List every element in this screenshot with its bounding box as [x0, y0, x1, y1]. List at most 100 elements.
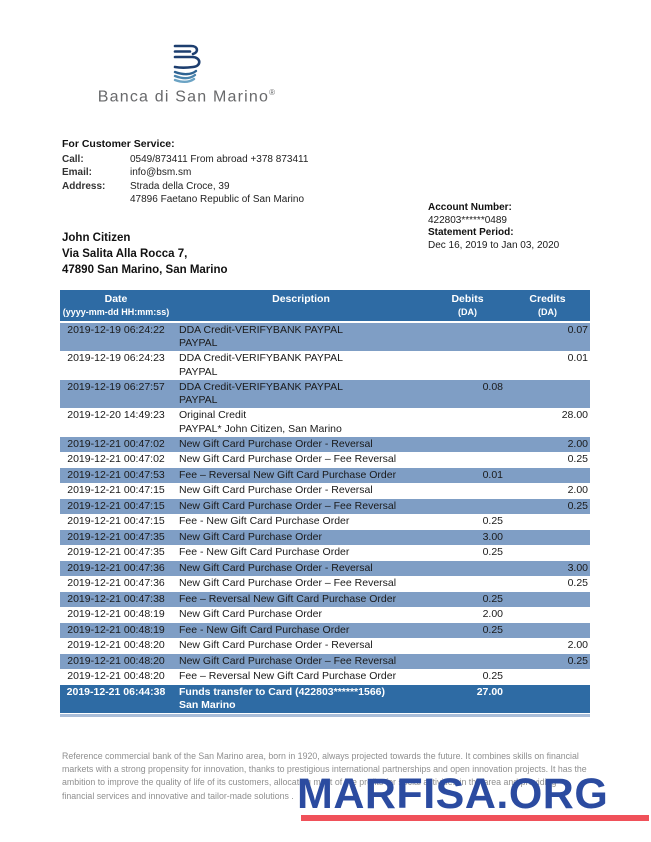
transactions-table: Date (yyyy-mm-dd HH:mm:ss) Description D… [60, 290, 590, 717]
transaction-date: 2019-12-21 00:47:36 [67, 577, 165, 589]
transaction-description: New Gift Card Purchase Order – Fee Rever… [179, 499, 397, 512]
address-line-2: 47896 Faetano Republic of San Marino [130, 194, 305, 205]
transaction-debit: 0.01 [482, 468, 503, 481]
transaction-date: 2019-12-21 00:47:15 [67, 515, 165, 527]
address-label: Address: [62, 180, 106, 192]
transaction-credit: 28.00 [561, 409, 588, 421]
customer-address-line-2: 47890 San Marino, San Marino [62, 264, 228, 276]
header-description: Description [272, 293, 330, 305]
transaction-date: 2019-12-21 00:48:20 [67, 670, 165, 682]
transaction-credit: 0.25 [567, 577, 588, 589]
transaction-debit: 0.25 [482, 515, 503, 527]
transaction-description: Funds transfer to Card (422803******1566… [179, 685, 386, 712]
header-debits: Debits (DA) [451, 293, 484, 317]
transaction-description: New Gift Card Purchase Order – Fee Rever… [179, 453, 397, 465]
call-value: 0549/873411 From abroad +378 873411 [130, 153, 309, 165]
transaction-description: New Gift Card Purchase Order - Reversal [179, 561, 373, 574]
transaction-row: 2019-12-21 00:47:15 New Gift Card Purchas… [60, 499, 590, 515]
transaction-debit: 3.00 [482, 530, 503, 543]
statement-period-value: Dec 16, 2019 to Jan 03, 2020 [428, 239, 560, 251]
account-info-block: Account Number: 422803******0489 Stateme… [428, 202, 559, 252]
transaction-date: 2019-12-20 14:49:23 [67, 409, 165, 421]
transaction-credit: 0.01 [567, 352, 588, 364]
transaction-credit: 0.25 [567, 499, 588, 512]
transaction-row: 2019-12-21 00:47:36 New Gift Card Purchas… [60, 561, 590, 577]
transaction-row: 2019-12-21 00:48:20 New Gift Card Purchas… [60, 638, 590, 654]
bank-logo: Banca di San Marino® [72, 42, 302, 106]
account-number-label: Account Number: [428, 202, 512, 213]
transaction-description: New Gift Card Purchase Order - Reversal [179, 484, 373, 496]
bank-name: Banca di San Marino® [97, 88, 277, 106]
transaction-date: 2019-12-21 00:47:15 [67, 484, 165, 496]
transaction-description: Fee – Reversal New Gift Card Purchase Or… [179, 670, 397, 682]
customer-service-email: Email: info@bsm.sm [62, 166, 308, 180]
transaction-description: DDA Credit-VERIFYBANK PAYPAL PAYPAL [179, 352, 343, 378]
customer-service-call: Call: 0549/873411 From abroad +378 87341… [62, 153, 308, 167]
transaction-row: 2019-12-21 00:47:38 Fee – Reversal New Gi… [60, 592, 590, 608]
transaction-row: 2019-12-21 00:48:19 New Gift Card Purchas… [60, 607, 590, 623]
transaction-description: Fee - New Gift Card Purchase Order [179, 623, 350, 636]
transaction-description: Fee – Reversal New Gift Card Purchase Or… [179, 592, 397, 605]
transaction-description: Fee - New Gift Card Purchase Order [179, 515, 350, 527]
bank-logo-icon [173, 44, 201, 83]
transaction-date: 2019-12-21 00:48:20 [67, 654, 165, 667]
transaction-debit: 0.25 [482, 592, 503, 605]
transaction-date: 2019-12-21 00:47:53 [67, 468, 165, 481]
transaction-date: 2019-12-19 06:24:23 [67, 352, 165, 364]
transaction-date: 2019-12-21 00:47:15 [67, 499, 165, 512]
email-label: Email: [62, 167, 93, 178]
transaction-row: 2019-12-19 06:24:23 DDA Credit-VERIFYBANK… [60, 351, 590, 380]
table-header-row: Date (yyyy-mm-dd HH:mm:ss) Description D… [60, 290, 590, 323]
transaction-row: 2019-12-19 06:27:57 DDA Credit-VERIFYBANK… [60, 380, 590, 409]
header-date: Date (yyyy-mm-dd HH:mm:ss) [62, 293, 170, 317]
transaction-debit: 0.25 [482, 623, 503, 636]
table-bottom-strip [60, 713, 590, 717]
transaction-row: 2019-12-21 00:47:15 New Gift Card Purchas… [60, 483, 590, 499]
transaction-row: 2019-12-21 00:47:53 Fee – Reversal New Gi… [60, 468, 590, 484]
transaction-row: 2019-12-21 00:47:02 New Gift Card Purchas… [60, 452, 590, 468]
transaction-row: 2019-12-21 00:47:15 Fee - New Gift Card P… [60, 514, 590, 530]
transaction-description: New Gift Card Purchase Order – Fee Rever… [179, 577, 397, 589]
transaction-date: 2019-12-21 00:47:02 [67, 437, 165, 450]
transaction-credit: 2.00 [567, 437, 588, 450]
transaction-description: New Gift Card Purchase Order [179, 608, 322, 620]
transaction-description: New Gift Card Purchase Order - Reversal [179, 437, 373, 450]
transaction-date: 2019-12-21 00:47:35 [67, 530, 165, 543]
header-credits: Credits (DA) [529, 293, 566, 317]
transaction-row: 2019-12-19 06:24:22 DDA Credit-VERIFYBANK… [60, 323, 590, 352]
transaction-description: Fee – Reversal New Gift Card Purchase Or… [179, 468, 397, 481]
address-value: Strada della Croce, 39 47896 Faetano Rep… [130, 180, 304, 207]
transaction-date: 2019-12-21 00:47:36 [67, 561, 165, 574]
transaction-credit: 0.25 [567, 453, 588, 465]
address-line-1: Strada della Croce, 39 [130, 180, 230, 192]
transaction-row: 2019-12-21 00:47:35 Fee - New Gift Card P… [60, 545, 590, 561]
transaction-row: 2019-12-21 00:48:20 New Gift Card Purchas… [60, 654, 590, 670]
customer-service-block: For Customer Service: Call: 0549/873411 … [62, 138, 308, 207]
watermark-text: MARFISA.ORG [297, 770, 609, 818]
transaction-debit: 0.25 [482, 670, 503, 682]
customer-address-line-1: Via Salita Alla Rocca 7, [62, 248, 188, 260]
email-value: info@bsm.sm [130, 167, 192, 178]
transaction-description: New Gift Card Purchase Order – Fee Rever… [179, 654, 397, 667]
transaction-credit: 2.00 [567, 484, 588, 496]
transaction-date: 2019-12-19 06:24:22 [67, 323, 165, 336]
transaction-row: 2019-12-21 00:47:35 New Gift Card Purchas… [60, 530, 590, 546]
registered-mark: ® [269, 88, 277, 97]
transaction-debit: 2.00 [482, 608, 503, 620]
transaction-date: 2019-12-21 00:47:35 [67, 546, 165, 558]
transaction-description: Original Credit PAYPAL* John Citizen, San… [179, 409, 342, 435]
transaction-debit: 0.08 [482, 380, 503, 393]
customer-service-heading: For Customer Service: [62, 138, 175, 150]
watermark-underline [301, 815, 649, 821]
transaction-debit: 27.00 [476, 685, 503, 698]
transaction-description: New Gift Card Purchase Order [179, 530, 322, 543]
transaction-row: 2019-12-21 00:48:20 Fee – Reversal New Gi… [60, 669, 590, 685]
table-body: 2019-12-19 06:24:22 DDA Credit-VERIFYBANK… [60, 323, 590, 714]
transaction-row: 2019-12-21 06:44:38 Funds transfer to Car… [60, 685, 590, 714]
transaction-description: DDA Credit-VERIFYBANK PAYPAL PAYPAL [179, 380, 343, 407]
transaction-credit: 3.00 [567, 561, 588, 574]
transaction-credit: 2.00 [567, 639, 588, 651]
transaction-date: 2019-12-21 00:48:19 [67, 608, 165, 620]
transaction-row: 2019-12-21 00:47:36 New Gift Card Purchas… [60, 576, 590, 592]
